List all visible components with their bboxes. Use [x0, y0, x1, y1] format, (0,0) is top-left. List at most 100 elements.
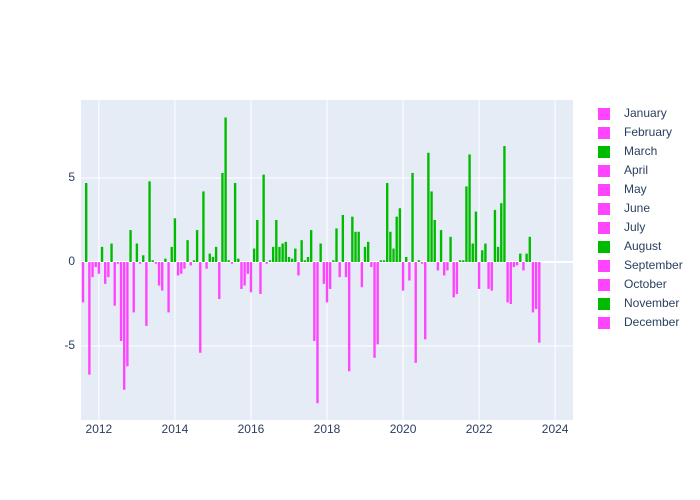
bar	[275, 220, 278, 263]
bar	[395, 216, 398, 263]
bar	[97, 262, 101, 274]
bar	[113, 262, 116, 306]
legend-label: January	[624, 106, 667, 120]
bar	[439, 230, 443, 263]
bar	[306, 256, 310, 263]
bar	[379, 260, 383, 263]
bar	[360, 262, 364, 288]
bar	[465, 186, 468, 263]
bar	[408, 262, 411, 281]
bar	[224, 117, 227, 263]
bar	[129, 230, 132, 263]
bar	[142, 255, 145, 263]
bar	[161, 262, 164, 291]
bar	[462, 260, 465, 263]
legend-swatch	[598, 279, 610, 291]
bar	[230, 262, 234, 264]
bar	[344, 262, 348, 278]
bar	[477, 262, 481, 289]
bar	[398, 208, 402, 263]
bar	[138, 262, 142, 264]
bar	[300, 240, 303, 263]
bar	[186, 240, 189, 263]
bar	[332, 260, 335, 263]
x-tick-label: 2020	[390, 422, 417, 436]
bar	[262, 174, 265, 263]
bar	[132, 262, 135, 313]
bar	[249, 262, 253, 293]
bar	[392, 248, 395, 263]
bar	[211, 256, 215, 263]
legend-swatch	[598, 241, 610, 253]
bar	[525, 253, 528, 263]
bar	[386, 183, 389, 263]
bar	[411, 172, 414, 263]
bar	[382, 260, 386, 263]
bar	[271, 246, 275, 263]
bar	[284, 241, 287, 263]
bar	[417, 260, 421, 263]
bar	[195, 230, 199, 263]
bar	[325, 262, 329, 303]
legend-label: April	[624, 163, 648, 177]
bar	[446, 262, 449, 271]
bar	[506, 262, 509, 303]
bar	[290, 258, 294, 263]
legend-label: July	[624, 220, 645, 234]
bar	[256, 220, 259, 263]
legend-label: May	[624, 182, 647, 196]
bar	[354, 231, 357, 263]
bar	[519, 253, 522, 263]
bar	[405, 256, 408, 263]
bar	[322, 262, 326, 284]
bar	[474, 211, 478, 263]
bar	[154, 262, 158, 264]
bar	[313, 262, 316, 342]
x-tick-label: 2024	[542, 422, 569, 436]
bar	[401, 262, 405, 291]
bar	[538, 262, 541, 343]
bar	[237, 258, 240, 263]
bar	[81, 262, 85, 303]
legend-label: August	[624, 239, 662, 253]
legend-label: June	[624, 201, 650, 215]
bar	[100, 246, 104, 263]
bar	[420, 262, 424, 264]
bar	[335, 228, 338, 263]
bar	[88, 262, 91, 375]
legend-swatch	[598, 260, 610, 272]
bar	[487, 262, 490, 289]
bar	[531, 262, 535, 313]
bar	[151, 260, 154, 263]
bar	[363, 246, 367, 263]
bar	[214, 246, 218, 263]
bar	[443, 262, 446, 276]
bar	[205, 262, 208, 269]
bar	[176, 262, 180, 276]
bar	[338, 262, 341, 278]
bar	[490, 262, 493, 291]
legend-swatch	[598, 298, 610, 310]
bar	[534, 262, 538, 310]
bar	[281, 243, 284, 263]
bar	[433, 220, 436, 263]
legend-swatch	[598, 184, 610, 196]
legend-swatch	[598, 165, 610, 177]
bar	[173, 218, 177, 263]
bar	[500, 203, 503, 263]
bar	[449, 236, 452, 263]
bar	[167, 262, 170, 313]
bar	[455, 262, 459, 294]
bar	[528, 236, 531, 263]
bar	[493, 209, 497, 263]
bar	[370, 262, 373, 268]
bar	[157, 262, 161, 286]
legend-label: February	[624, 125, 672, 139]
bar	[94, 262, 97, 268]
legend-swatch	[598, 203, 610, 215]
bar	[458, 260, 462, 263]
x-tick-label: 2018	[314, 422, 341, 436]
y-tick-label: 5	[68, 170, 75, 184]
